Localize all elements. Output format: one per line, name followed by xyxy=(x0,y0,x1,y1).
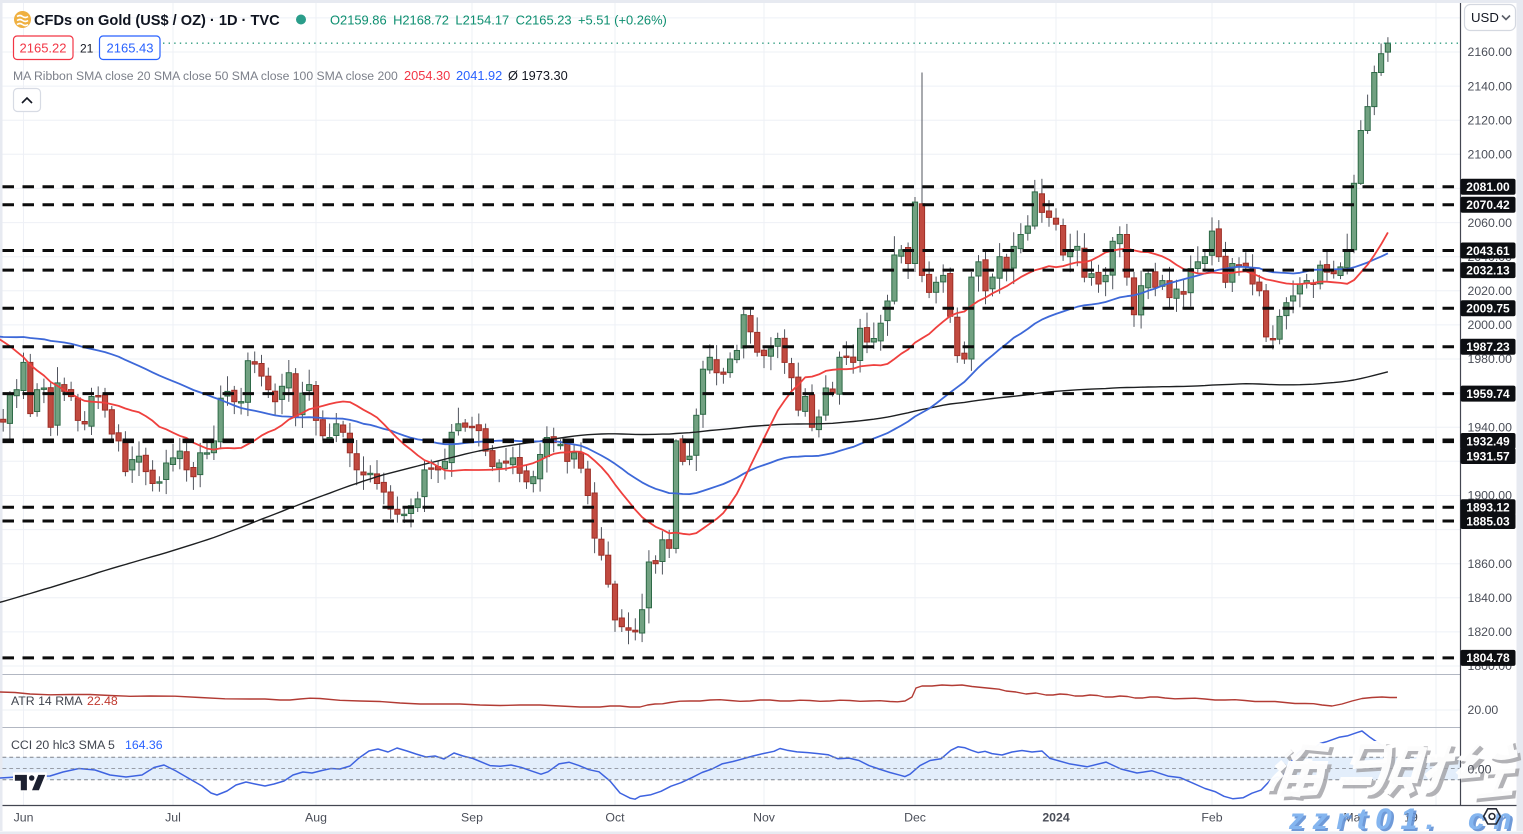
svg-text:CFDs on Gold (US$ / OZ) · 1D ·: CFDs on Gold (US$ / OZ) · 1D · TVC xyxy=(34,13,280,29)
svg-text:Aug: Aug xyxy=(305,811,327,825)
svg-text:1820.00: 1820.00 xyxy=(1468,625,1513,639)
svg-text:1893.12: 1893.12 xyxy=(1466,501,1510,515)
svg-text:Nov: Nov xyxy=(753,811,776,825)
svg-text:164.36: 164.36 xyxy=(125,738,163,752)
svg-text:2032.13: 2032.13 xyxy=(1466,263,1510,277)
svg-text:1885.03: 1885.03 xyxy=(1466,514,1510,528)
svg-text:1987.23: 1987.23 xyxy=(1466,340,1510,354)
svg-text:zzrt01.: zzrt01. xyxy=(1291,805,1446,834)
svg-text:Mar: Mar xyxy=(1343,811,1364,825)
svg-text:1840.00: 1840.00 xyxy=(1468,591,1513,605)
svg-text:2009.75: 2009.75 xyxy=(1466,302,1510,316)
svg-text:1932.49: 1932.49 xyxy=(1466,434,1510,448)
svg-text:Jul: Jul xyxy=(165,811,181,825)
svg-text:2070.42: 2070.42 xyxy=(1466,198,1510,212)
svg-text:MA Ribbon SMA close 20 SMA clo: MA Ribbon SMA close 20 SMA close 50 SMA … xyxy=(13,69,398,83)
svg-text:2041.92: 2041.92 xyxy=(456,68,502,83)
svg-text:1931.57: 1931.57 xyxy=(1466,449,1510,463)
svg-text:CCI 20 hlc3 SMA 5: CCI 20 hlc3 SMA 5 xyxy=(11,738,115,752)
svg-text:2120.00: 2120.00 xyxy=(1468,113,1513,127)
svg-text:2081.00: 2081.00 xyxy=(1466,180,1510,194)
svg-text:2100.00: 2100.00 xyxy=(1468,148,1513,162)
svg-text:2165.22: 2165.22 xyxy=(20,41,67,56)
svg-text:21: 21 xyxy=(80,42,94,56)
svg-text:2000.00: 2000.00 xyxy=(1468,318,1513,332)
svg-text:2043.61: 2043.61 xyxy=(1466,244,1510,258)
svg-text:2060.00: 2060.00 xyxy=(1468,216,1513,230)
svg-text:ATR 14 RMA: ATR 14 RMA xyxy=(11,694,83,708)
svg-text:2160.00: 2160.00 xyxy=(1468,45,1513,59)
svg-text:2165.43: 2165.43 xyxy=(107,41,154,56)
svg-text:Ø 1973.30: Ø 1973.30 xyxy=(508,68,568,83)
svg-text:Dec: Dec xyxy=(904,811,926,825)
svg-text:2054.30: 2054.30 xyxy=(404,68,450,83)
svg-text:2024: 2024 xyxy=(1042,811,1070,825)
svg-text:1959.74: 1959.74 xyxy=(1466,387,1510,401)
svg-text:Feb: Feb xyxy=(1201,811,1222,825)
svg-text:1860.00: 1860.00 xyxy=(1468,557,1513,571)
svg-text:22.48: 22.48 xyxy=(87,694,118,708)
svg-text:1940.00: 1940.00 xyxy=(1468,420,1513,434)
svg-text:Sep: Sep xyxy=(461,811,483,825)
svg-text:0.00: 0.00 xyxy=(1468,762,1492,776)
svg-text:O2159.86 H2168.72 L2154.17 C21: O2159.86 H2168.72 L2154.17 C2165.23 +5.5… xyxy=(330,13,667,28)
svg-text:Oct: Oct xyxy=(605,811,625,825)
svg-text:2140.00: 2140.00 xyxy=(1468,79,1513,93)
svg-text:19: 19 xyxy=(1404,811,1418,825)
svg-text:20.00: 20.00 xyxy=(1468,703,1499,717)
svg-text:Jun: Jun xyxy=(14,811,34,825)
svg-text:2020.00: 2020.00 xyxy=(1468,284,1513,298)
svg-text:USD: USD xyxy=(1471,10,1499,25)
svg-text:1980.00: 1980.00 xyxy=(1468,352,1513,366)
svg-text:zzrt01.: zzrt01. xyxy=(1288,803,1443,834)
svg-text:1804.78: 1804.78 xyxy=(1466,651,1510,665)
